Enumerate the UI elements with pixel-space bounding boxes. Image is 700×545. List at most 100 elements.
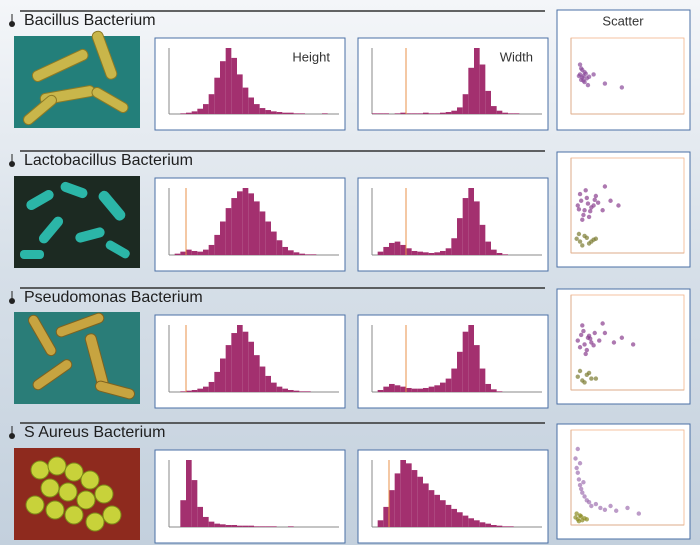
panel (556, 9, 691, 131)
bar (237, 325, 243, 392)
bar (282, 112, 288, 114)
bar (237, 191, 243, 255)
bar (406, 463, 412, 527)
panel (154, 37, 346, 131)
bar (434, 494, 440, 527)
bar (191, 111, 198, 114)
point (578, 514, 584, 519)
bar (293, 390, 300, 392)
point (600, 208, 605, 213)
point (614, 508, 619, 513)
bar (423, 112, 429, 114)
point (578, 332, 584, 338)
bar (208, 94, 215, 114)
point (591, 343, 596, 348)
bar (383, 386, 389, 392)
point (578, 198, 584, 203)
point (591, 203, 596, 208)
bar (417, 388, 423, 392)
point (593, 501, 599, 507)
point (575, 470, 580, 475)
point (577, 62, 583, 67)
bar (411, 250, 418, 255)
point (584, 195, 590, 201)
bar (428, 490, 435, 527)
bar (242, 87, 249, 114)
point (591, 72, 596, 77)
panel (357, 37, 549, 131)
point (593, 193, 599, 199)
bar (288, 526, 294, 527)
point (576, 207, 582, 212)
gate-box (570, 37, 685, 115)
bar (440, 500, 446, 527)
bar (231, 198, 237, 255)
bar (440, 112, 446, 114)
point (581, 78, 586, 83)
bar (457, 218, 463, 255)
point (576, 73, 582, 79)
bar (389, 383, 395, 392)
point (581, 212, 586, 218)
point (589, 376, 594, 381)
point (575, 338, 580, 343)
point (584, 347, 590, 353)
bar (389, 490, 395, 527)
bar (462, 94, 469, 114)
bar (479, 522, 486, 527)
point (578, 66, 584, 71)
bar (248, 193, 254, 255)
point (586, 370, 592, 376)
width-label: Width (500, 49, 533, 64)
point (593, 376, 599, 381)
point (597, 338, 602, 343)
bar (468, 325, 474, 392)
bar (406, 248, 412, 255)
bar (265, 221, 271, 255)
point (619, 335, 625, 340)
bar (457, 351, 463, 392)
bar (417, 476, 423, 527)
bar (276, 386, 283, 392)
bar (485, 523, 491, 527)
bar (423, 483, 429, 527)
bar (225, 345, 232, 392)
bar (299, 391, 305, 392)
bar (254, 355, 260, 392)
bar (479, 368, 486, 392)
bar (186, 460, 192, 527)
bar (203, 104, 209, 114)
bar (491, 524, 497, 527)
bar (508, 526, 514, 527)
bar (231, 333, 237, 392)
bar (394, 113, 401, 114)
bar (293, 113, 300, 114)
bar (445, 112, 452, 114)
scatter-label: Scatter (602, 13, 644, 28)
bar (457, 107, 463, 114)
panel (556, 288, 691, 405)
bar (468, 67, 474, 114)
bar (474, 345, 480, 392)
bar (288, 250, 294, 255)
bar (242, 525, 249, 527)
point (619, 85, 625, 90)
bar (305, 391, 311, 392)
point (636, 511, 641, 516)
bar (203, 249, 209, 255)
bar (479, 224, 486, 255)
bar (237, 74, 243, 114)
bar (254, 104, 260, 114)
bar (203, 516, 209, 527)
bar (208, 381, 215, 392)
bar (299, 253, 305, 255)
point (598, 505, 603, 511)
point (581, 480, 586, 485)
bar (254, 526, 260, 527)
bar (406, 113, 412, 114)
bar (400, 244, 406, 255)
point (602, 507, 608, 512)
bar (254, 201, 260, 255)
bar (186, 249, 192, 255)
bar (197, 108, 203, 114)
